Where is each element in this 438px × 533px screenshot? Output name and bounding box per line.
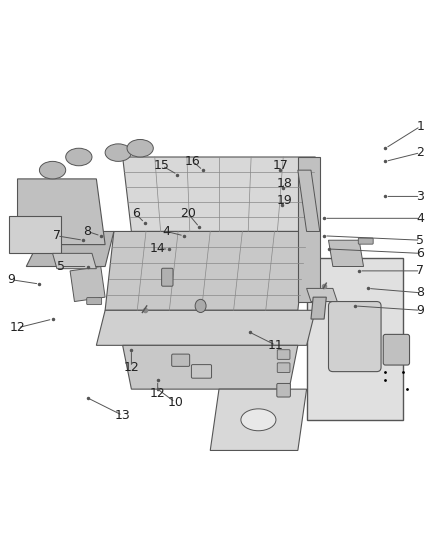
FancyBboxPatch shape [191,365,212,378]
Text: 9: 9 [417,304,424,317]
Polygon shape [105,231,307,310]
Text: 18: 18 [277,177,293,190]
Polygon shape [307,288,337,302]
Ellipse shape [127,140,153,157]
Polygon shape [298,170,320,231]
Text: 13: 13 [115,409,131,422]
Polygon shape [298,157,320,302]
Text: 19: 19 [277,195,293,207]
Polygon shape [18,179,105,245]
Text: 4: 4 [162,225,170,238]
Ellipse shape [39,161,66,179]
Text: 5: 5 [417,233,424,247]
Ellipse shape [105,144,131,161]
Polygon shape [123,345,298,389]
Ellipse shape [66,148,92,166]
FancyBboxPatch shape [162,268,173,286]
Text: 6: 6 [132,207,140,221]
Text: 6: 6 [417,247,424,260]
Text: 11: 11 [268,339,284,352]
Text: 2: 2 [417,146,424,159]
Polygon shape [307,258,403,420]
Polygon shape [96,310,315,345]
Text: 16: 16 [185,155,201,168]
Text: 12: 12 [124,361,139,374]
Polygon shape [9,216,61,253]
Text: 10: 10 [167,396,183,409]
Text: 17: 17 [272,159,288,172]
Polygon shape [70,266,105,302]
FancyBboxPatch shape [277,383,290,397]
FancyBboxPatch shape [87,297,102,304]
Polygon shape [123,157,315,231]
Text: 15: 15 [154,159,170,172]
Polygon shape [26,231,114,266]
Text: 20: 20 [180,207,196,221]
Ellipse shape [195,300,206,312]
FancyBboxPatch shape [172,354,190,366]
FancyBboxPatch shape [328,302,381,372]
FancyBboxPatch shape [358,238,373,244]
Text: 5: 5 [57,260,65,273]
FancyBboxPatch shape [277,350,290,359]
Text: 12: 12 [150,387,166,400]
Ellipse shape [241,409,276,431]
Text: 1: 1 [417,120,424,133]
Text: 4: 4 [417,212,424,225]
Polygon shape [53,253,96,269]
Text: 3: 3 [417,190,424,203]
Polygon shape [328,240,364,266]
Text: 7: 7 [53,229,61,243]
FancyBboxPatch shape [277,363,290,373]
Text: 12: 12 [10,321,25,334]
Text: 14: 14 [150,243,166,255]
Polygon shape [210,389,307,450]
Text: 9: 9 [7,273,15,286]
FancyBboxPatch shape [383,334,410,365]
Text: 7: 7 [417,264,424,277]
Text: 8: 8 [84,225,92,238]
Polygon shape [311,297,326,319]
Text: 8: 8 [417,286,424,300]
